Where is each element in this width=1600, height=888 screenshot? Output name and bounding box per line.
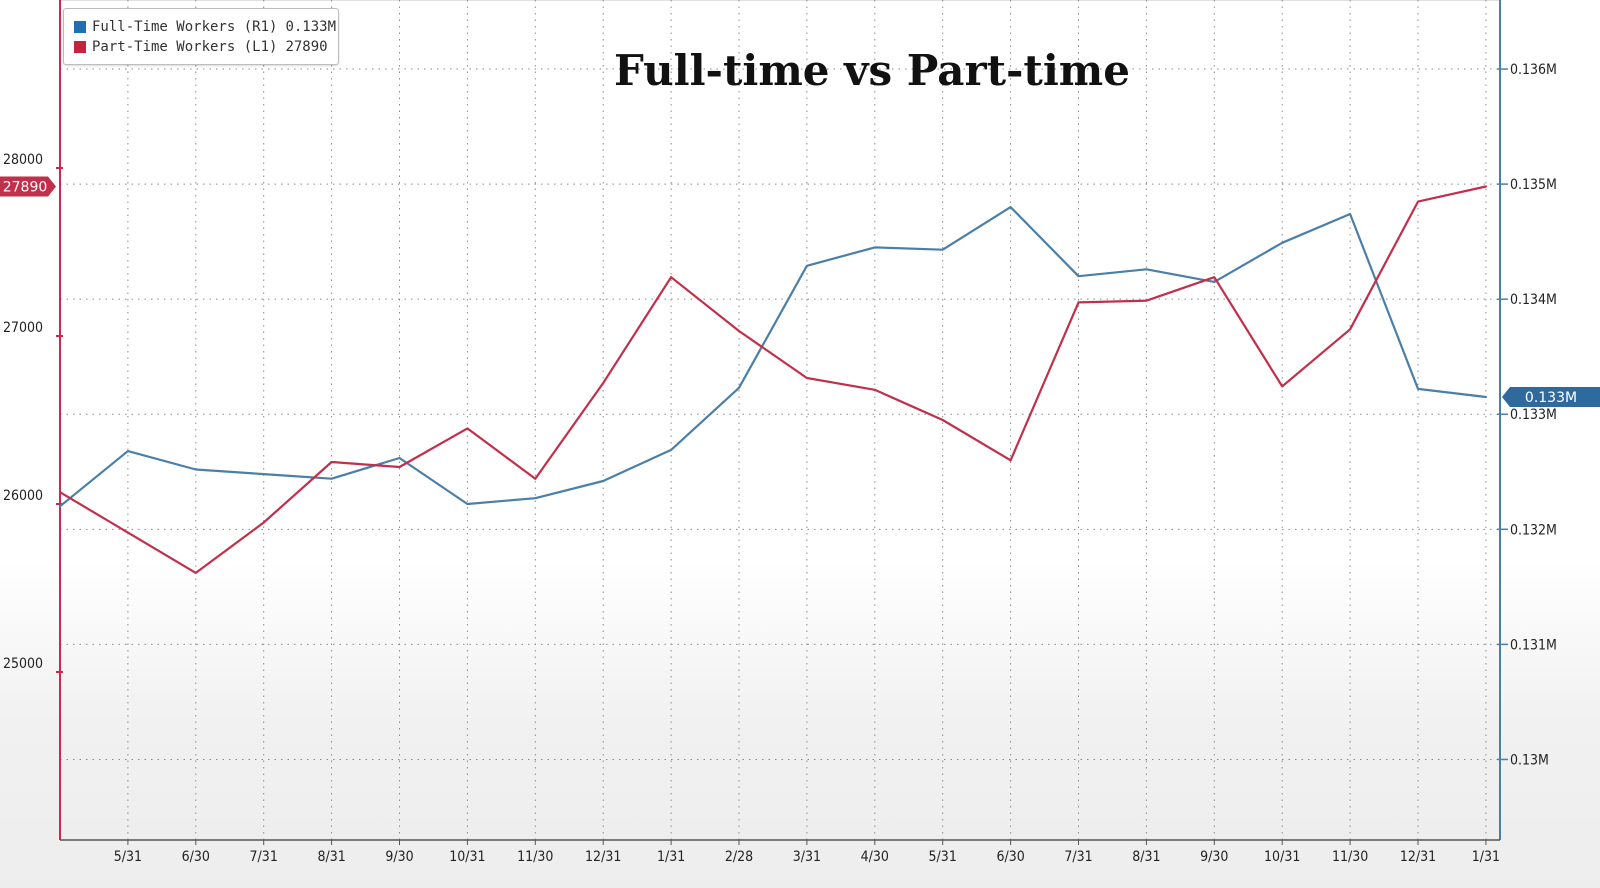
right-axis-tick-label: 0.136M	[1510, 62, 1557, 78]
legend-swatch-full-time	[74, 21, 86, 33]
legend-value-part-time: 27890	[285, 39, 328, 55]
right-last-value-tag	[1502, 386, 1600, 407]
legend-label-full-time: Full-Time Workers (R1)	[92, 19, 278, 35]
right-axis-tick-label: 0.134M	[1510, 292, 1557, 308]
x-axis-tick-label: 6/30	[182, 849, 210, 865]
x-axis-tick-label: 8/31	[1132, 849, 1160, 865]
chart-title: Full-time vs Part-time	[614, 46, 1130, 95]
x-axis-tick-label: 9/30	[1200, 849, 1228, 865]
right-axis-tick-label: 0.13M	[1510, 752, 1549, 768]
x-axis-tick-label: 3/31	[793, 849, 821, 865]
series-line-part-time	[58, 185, 1488, 575]
legend: Full-Time Workers (R1) 0.133M Part-Time …	[63, 8, 339, 65]
x-axis-tick-label: 10/31	[1264, 849, 1300, 865]
x-axis-tick-label: 4/30	[861, 849, 889, 865]
x-axis-tick-label: 9/30	[385, 849, 413, 865]
x-axis-tick-label: 1/31	[657, 849, 685, 865]
x-axis-tick-label: 7/31	[1064, 849, 1092, 865]
x-axis-tick-label: 5/31	[114, 849, 142, 865]
x-axis-tick-label: 11/30	[517, 849, 553, 865]
right-axis-tick-label: 0.132M	[1510, 522, 1557, 538]
left-last-value-tag	[0, 176, 56, 197]
left-last-value-label: 27890	[3, 179, 48, 195]
x-axis-tick-label: 11/30	[1332, 849, 1368, 865]
x-axis-tick-label: 1/31	[1472, 849, 1500, 865]
right-axis-tick-label: 0.131M	[1510, 637, 1557, 653]
x-axis-tick-label: 12/31	[1400, 849, 1436, 865]
series-line-full-time	[58, 206, 1488, 508]
right-axis-tick-label: 0.133M	[1510, 407, 1557, 423]
legend-swatch-part-time	[74, 41, 86, 53]
x-axis-tick-label: 8/31	[317, 849, 345, 865]
left-axis-tick-label: 28000	[3, 152, 43, 168]
legend-value-full-time: 0.133M	[285, 19, 337, 35]
x-axis-tick-label: 10/31	[449, 849, 485, 865]
legend-item-part-time: Part-Time Workers (L1) 27890	[74, 37, 328, 57]
right-last-value-label: 0.133M	[1525, 390, 1577, 406]
legend-item-full-time: Full-Time Workers (R1) 0.133M	[74, 17, 336, 37]
x-axis-tick-label: 5/31	[929, 849, 957, 865]
x-axis-tick-label: 12/31	[585, 849, 621, 865]
left-axis-tick-label: 27000	[3, 320, 43, 336]
right-axis-tick-label: 0.135M	[1510, 177, 1557, 193]
legend-label-part-time: Part-Time Workers (L1)	[92, 39, 278, 55]
left-axis-tick-label: 26000	[3, 488, 43, 504]
left-axis-tick-label: 25000	[3, 656, 43, 672]
x-axis-tick-label: 6/30	[996, 849, 1024, 865]
x-axis-tick-label: 2/28	[725, 849, 753, 865]
x-axis-tick-label: 7/31	[250, 849, 278, 865]
